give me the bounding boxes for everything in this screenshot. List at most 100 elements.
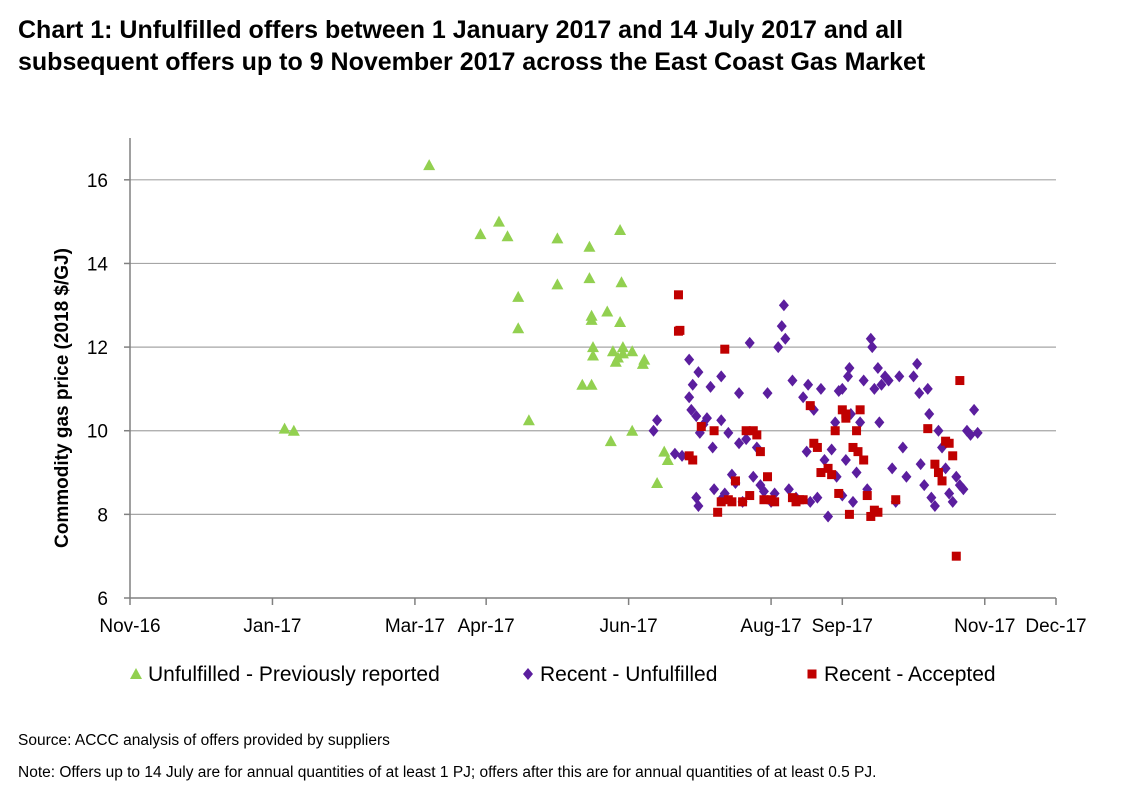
square-point bbox=[844, 509, 854, 519]
triangle-point bbox=[658, 445, 671, 457]
x-tick-label: Dec-17 bbox=[1025, 616, 1086, 637]
square-point bbox=[709, 426, 719, 436]
x-tick-label: Jan-17 bbox=[243, 616, 301, 637]
square-point bbox=[841, 413, 851, 423]
diamond-point bbox=[648, 424, 659, 437]
legend-label: Recent - Unfulfilled bbox=[540, 663, 717, 686]
diamond-point bbox=[969, 403, 980, 416]
diamond-point bbox=[844, 362, 855, 374]
square-point bbox=[948, 451, 958, 461]
triangle-point bbox=[583, 272, 596, 284]
x-tick-label: Apr-17 bbox=[458, 616, 515, 637]
diamond-point bbox=[940, 462, 951, 475]
square-point bbox=[834, 488, 844, 498]
square-point bbox=[805, 401, 815, 411]
diamond-point bbox=[883, 374, 894, 387]
triangle-point bbox=[287, 424, 300, 436]
diamond-point bbox=[693, 366, 704, 379]
diamond-point bbox=[924, 408, 935, 420]
x-tick-label: Sep-17 bbox=[812, 616, 873, 637]
legend-item-2: Recent - Unfulfilled bbox=[523, 663, 717, 686]
x-tick-label: Nov-16 bbox=[99, 616, 160, 637]
legend-label: Unfulfilled - Previously reported bbox=[148, 663, 440, 686]
legend-triangle-icon bbox=[130, 668, 142, 679]
square-point bbox=[755, 447, 765, 457]
triangle-point bbox=[638, 353, 651, 365]
triangle-point bbox=[606, 345, 619, 357]
square-point bbox=[873, 507, 883, 517]
triangle-point bbox=[661, 454, 674, 465]
diamond-point bbox=[914, 387, 925, 400]
square-point bbox=[933, 468, 943, 478]
x-tick-label: Jun-17 bbox=[600, 616, 658, 637]
diamond-point bbox=[669, 447, 680, 460]
triangle-point bbox=[423, 159, 436, 171]
diamond-point bbox=[652, 414, 663, 427]
diamond-point bbox=[858, 374, 869, 387]
square-point bbox=[673, 290, 683, 300]
triangle-point bbox=[278, 422, 291, 434]
diamond-point bbox=[709, 483, 720, 496]
triangle-point bbox=[522, 414, 535, 426]
square-point bbox=[923, 424, 933, 434]
diamond-point bbox=[762, 387, 773, 400]
square-point bbox=[848, 442, 858, 452]
diamond-point bbox=[687, 378, 698, 391]
square-point bbox=[955, 376, 965, 386]
y-tick-label: 12 bbox=[87, 338, 108, 359]
diamond-point bbox=[965, 428, 976, 441]
square-point bbox=[816, 468, 826, 478]
triangle-point bbox=[614, 224, 627, 235]
diamond-point bbox=[915, 458, 926, 471]
diamond-point bbox=[780, 332, 791, 345]
legend-item-3: Recent - Accepted bbox=[807, 663, 996, 686]
diamond-point bbox=[901, 470, 912, 483]
diamond-point bbox=[801, 445, 812, 458]
triangle-point bbox=[474, 228, 487, 240]
diamond-point bbox=[693, 500, 704, 512]
square-point bbox=[738, 497, 748, 507]
diamond-point bbox=[684, 353, 695, 366]
diamond-point bbox=[741, 433, 752, 446]
square-point bbox=[752, 430, 762, 440]
series-2 bbox=[648, 299, 983, 523]
triangle-point bbox=[587, 349, 599, 361]
diamond-point bbox=[826, 443, 837, 456]
diamond-point bbox=[805, 495, 816, 508]
diamond-point bbox=[783, 483, 794, 496]
square-point bbox=[852, 426, 862, 436]
diamond-point bbox=[823, 510, 834, 523]
triangle-point bbox=[512, 290, 525, 302]
diamond-point bbox=[734, 437, 745, 450]
diamond-point bbox=[707, 441, 718, 454]
diamond-point bbox=[944, 487, 955, 500]
triangle-point bbox=[583, 240, 596, 252]
diamond-point bbox=[803, 378, 814, 391]
square-point bbox=[727, 497, 737, 507]
square-point bbox=[713, 507, 723, 517]
diamond-point bbox=[686, 403, 697, 416]
diamond-point bbox=[897, 441, 908, 454]
square-point bbox=[866, 511, 876, 521]
y-tick-label: 16 bbox=[87, 171, 108, 192]
diamond-point bbox=[734, 387, 745, 400]
triangle-point bbox=[587, 341, 599, 353]
diamond-point bbox=[748, 470, 759, 483]
chart-title: Chart 1: Unfulfilled offers between 1 Ja… bbox=[18, 14, 1108, 78]
diamond-point bbox=[843, 370, 854, 383]
diamond-point bbox=[677, 449, 688, 462]
diamond-point bbox=[723, 426, 734, 439]
square-point bbox=[944, 438, 954, 448]
diamond-point bbox=[847, 495, 858, 508]
square-point bbox=[891, 495, 901, 505]
diamond-point bbox=[701, 412, 712, 425]
diamond-point bbox=[926, 491, 937, 504]
axes: 6 8 10 12 14 16 Nov-16 Jan-17 Mar-17 Apr-17 Jun-17… bbox=[87, 138, 1087, 637]
square-point bbox=[930, 459, 940, 469]
diamond-point bbox=[716, 414, 727, 427]
triangle-point bbox=[615, 276, 628, 288]
legend: Unfulfilled - Previously reported Recent … bbox=[130, 663, 996, 686]
diamond-point bbox=[933, 424, 944, 437]
square-point bbox=[730, 476, 740, 486]
square-point bbox=[862, 491, 872, 501]
